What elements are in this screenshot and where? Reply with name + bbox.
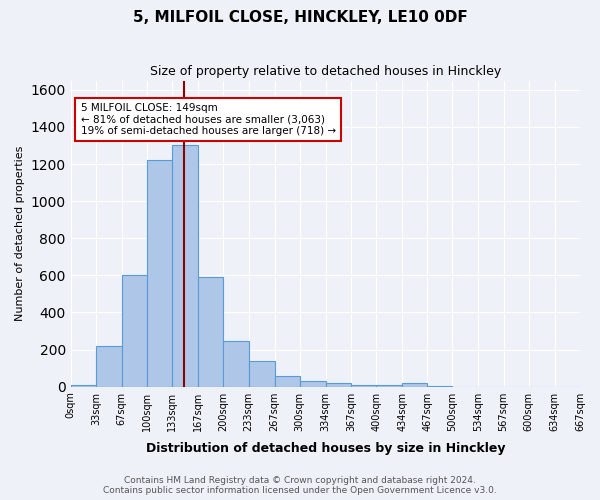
Bar — [248, 360, 275, 386]
Bar — [376, 385, 402, 386]
Bar — [300, 381, 326, 386]
Bar — [275, 376, 300, 386]
Bar — [223, 341, 248, 386]
Bar — [326, 383, 351, 386]
Text: 5, MILFOIL CLOSE, HINCKLEY, LE10 0DF: 5, MILFOIL CLOSE, HINCKLEY, LE10 0DF — [133, 10, 467, 25]
Bar — [71, 385, 96, 386]
Bar — [147, 160, 172, 386]
Title: Size of property relative to detached houses in Hinckley: Size of property relative to detached ho… — [150, 65, 501, 78]
X-axis label: Distribution of detached houses by size in Hinckley: Distribution of detached houses by size … — [146, 442, 505, 455]
Text: Contains HM Land Registry data © Crown copyright and database right 2024.
Contai: Contains HM Land Registry data © Crown c… — [103, 476, 497, 495]
Bar — [351, 385, 376, 386]
Bar — [96, 346, 122, 387]
Bar — [198, 277, 223, 386]
Bar — [402, 383, 427, 386]
Text: 5 MILFOIL CLOSE: 149sqm
← 81% of detached houses are smaller (3,063)
19% of semi: 5 MILFOIL CLOSE: 149sqm ← 81% of detache… — [80, 103, 336, 136]
Bar — [122, 276, 147, 386]
Bar — [172, 146, 198, 386]
Y-axis label: Number of detached properties: Number of detached properties — [15, 146, 25, 322]
